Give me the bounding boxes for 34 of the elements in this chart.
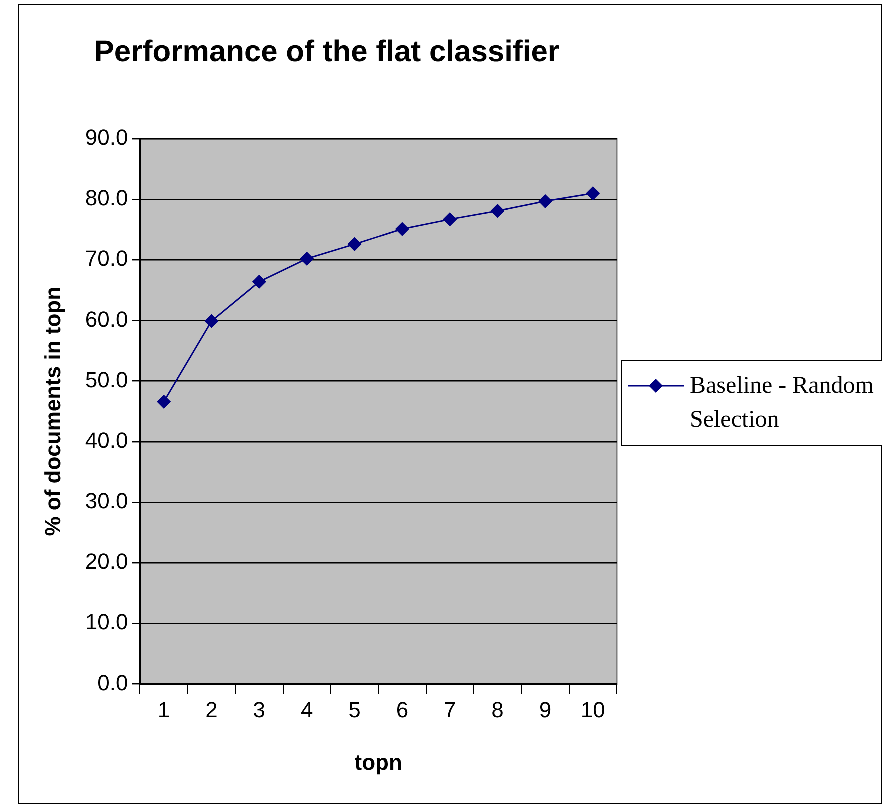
x-tick-label: 3 bbox=[253, 697, 266, 722]
y-tick-label: 60.0 bbox=[85, 306, 128, 332]
x-tick-label: 2 bbox=[206, 697, 218, 722]
y-tick-label: 90.0 bbox=[85, 125, 128, 150]
point bbox=[443, 212, 457, 226]
x-axis-title: topn bbox=[354, 750, 402, 775]
y-tick-label: 40.0 bbox=[85, 428, 128, 453]
x-tick-label: 8 bbox=[492, 697, 504, 722]
point bbox=[396, 222, 410, 236]
point bbox=[252, 275, 266, 289]
y-tick-label: 10.0 bbox=[85, 610, 128, 635]
x-tick-label: 6 bbox=[396, 697, 409, 722]
point bbox=[300, 252, 314, 266]
y-tick-label: 70.0 bbox=[85, 246, 128, 272]
y-tick-label: 80.0 bbox=[85, 186, 128, 211]
point bbox=[538, 194, 552, 208]
y-tick-label: 50.0 bbox=[85, 367, 128, 392]
legend-label: Baseline - Random Selection bbox=[690, 372, 875, 435]
x-tick-label: 9 bbox=[539, 697, 552, 722]
point bbox=[157, 395, 171, 409]
point bbox=[491, 204, 505, 218]
point bbox=[348, 238, 362, 252]
y-tick-label: 30.0 bbox=[85, 488, 128, 514]
y-tick-label: 20.0 bbox=[85, 549, 128, 574]
x-tick-label: 1 bbox=[158, 697, 170, 722]
chart-title: Performance of the flat classifier bbox=[94, 35, 560, 68]
x-tick-label: 4 bbox=[300, 697, 314, 722]
x-tick-label: 10 bbox=[580, 697, 606, 722]
point bbox=[586, 186, 600, 200]
point bbox=[204, 314, 218, 328]
y-tick-label: 0.0 bbox=[98, 670, 128, 696]
x-tick-label: 5 bbox=[348, 697, 361, 722]
x-tick-label: 7 bbox=[444, 697, 456, 722]
y-axis-title: % of documents in topn bbox=[40, 286, 66, 536]
